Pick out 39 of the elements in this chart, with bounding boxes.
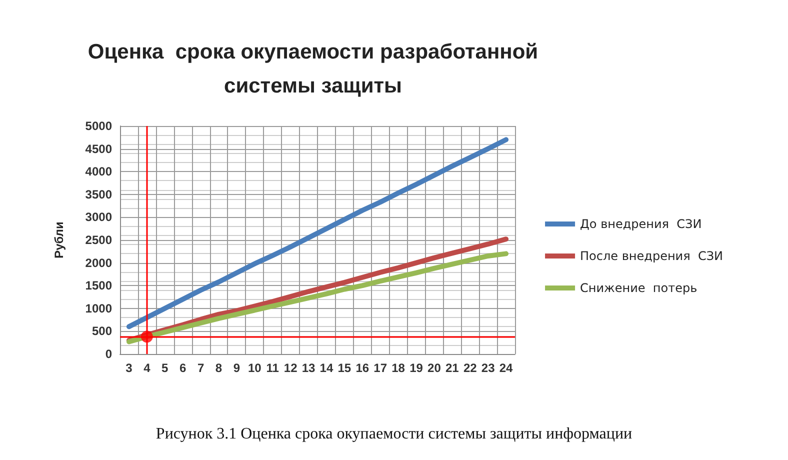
x-tick-label: 8 — [215, 361, 222, 375]
y-tick-label: 3500 — [85, 187, 112, 202]
y-tick-label: 0 — [105, 347, 112, 361]
y-axis-title: Рубли — [52, 222, 66, 258]
x-tick-label: 23 — [481, 361, 496, 375]
x-tick-label: 10 — [248, 361, 262, 375]
y-tick-label: 5000 — [85, 119, 112, 133]
x-tick-label: 5 — [162, 361, 169, 375]
x-tick-label: 22 — [463, 361, 478, 375]
y-tick-label: 4500 — [85, 142, 112, 156]
x-tick-label: 9 — [233, 361, 240, 375]
x-tick-label: 24 — [499, 361, 514, 375]
legend-label: После внедрения СЗИ — [580, 249, 723, 263]
legend-label: До внедрения СЗИ — [580, 217, 702, 231]
text: Рисунок 3.1 Оценка срока окупаемости системы защиты информации — [156, 426, 633, 442]
y-tick-label: 500 — [92, 324, 112, 338]
x-tick-label: 15 — [338, 361, 352, 375]
y-tick-label: 2000 — [85, 256, 112, 270]
y-tick-label: 1500 — [85, 278, 112, 293]
y-tick-label: 2500 — [85, 233, 112, 247]
x-tick-label: 17 — [374, 361, 388, 375]
x-tick-label: 16 — [356, 361, 370, 375]
y-tick-label: 3000 — [85, 210, 112, 224]
x-tick-label: 18 — [392, 361, 406, 375]
x-tick-label: 6 — [179, 361, 186, 375]
x-tick-label: 12 — [284, 361, 298, 375]
x-tick-label: 7 — [197, 361, 204, 375]
x-tick-label: 3 — [126, 361, 133, 375]
x-tick-label: 19 — [410, 361, 424, 375]
x-tick-label: 4 — [144, 361, 151, 375]
x-tick-label: 20 — [428, 361, 442, 375]
y-tick-label: 4000 — [85, 164, 112, 179]
x-tick-label: 13 — [302, 361, 316, 375]
y-tick-label: 1000 — [85, 301, 112, 316]
legend-label: Снижение потерь — [580, 281, 698, 295]
x-tick-label: 21 — [445, 361, 460, 375]
x-tick-label: 14 — [320, 361, 334, 375]
x-tick-label: 11 — [266, 361, 280, 375]
chart-title: Оценка срока окупаемости разработанной системы защиты — [88, 40, 538, 98]
